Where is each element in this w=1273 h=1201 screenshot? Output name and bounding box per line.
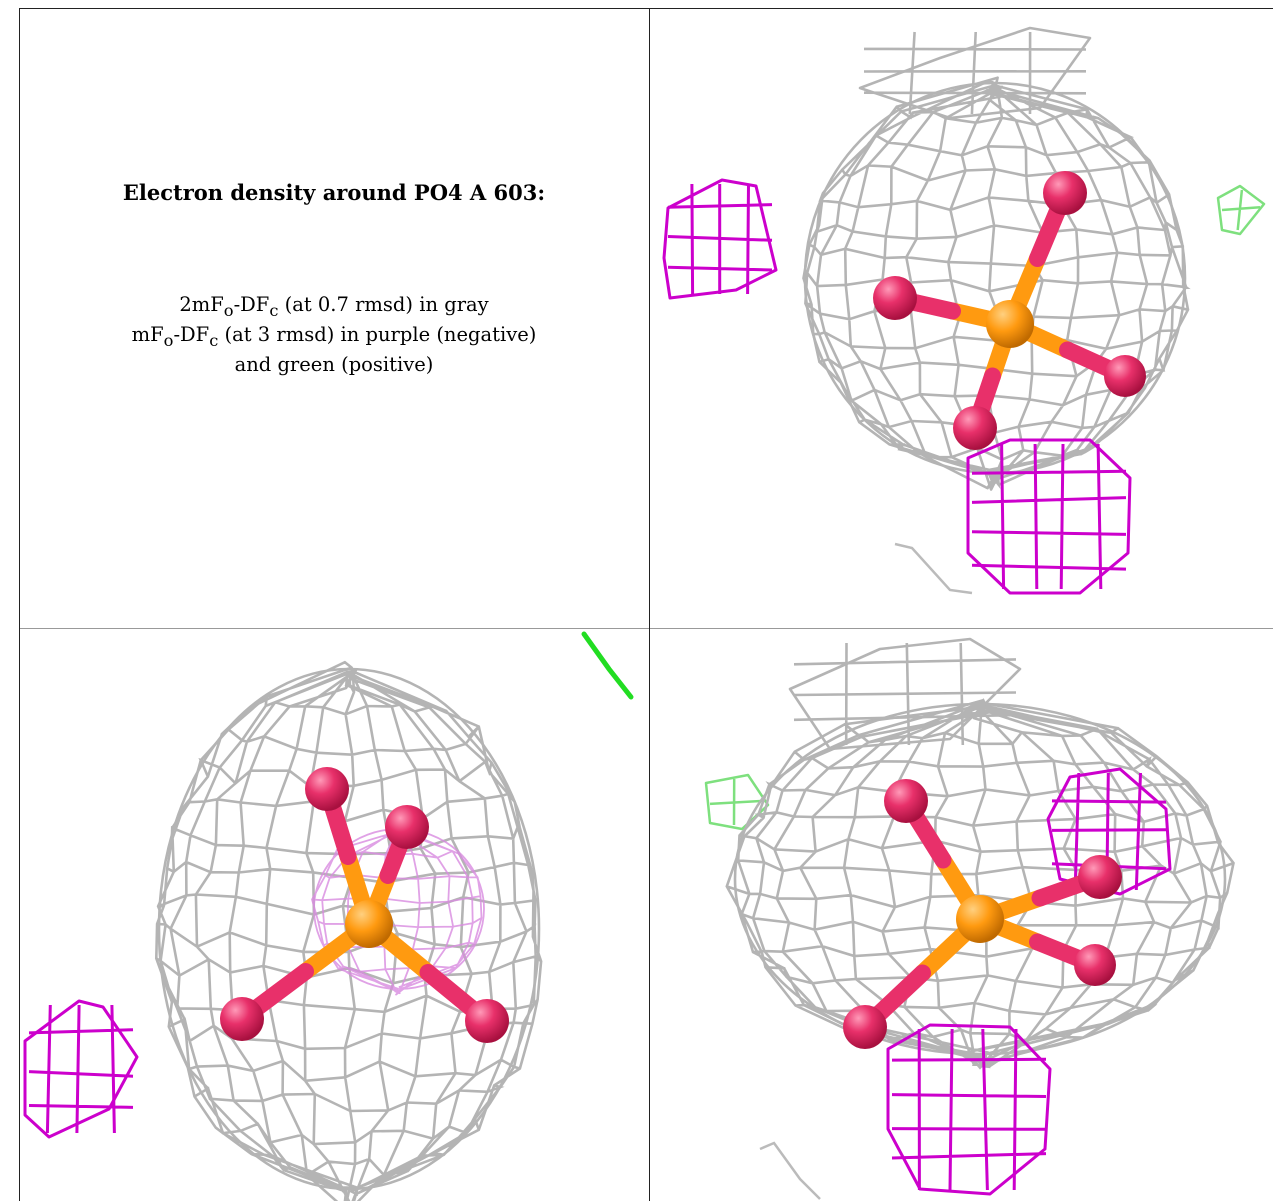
oxygen-atom (385, 805, 429, 849)
negative-density-mesh (662, 178, 778, 300)
oxygen-atom (884, 779, 928, 823)
phosphorus-atom (956, 895, 1004, 943)
phosphorus-atom (986, 300, 1034, 348)
negative-density-mesh (23, 999, 139, 1139)
negative-density-mesh (966, 438, 1132, 595)
border-center (649, 8, 650, 1201)
positive-density-mesh (1216, 184, 1266, 236)
density-view-3 (650, 629, 1273, 1201)
density-view-1 (650, 8, 1273, 628)
oxygen-atom (1043, 171, 1087, 215)
caption-panel: Electron density around PO4 A 603: 2mFo-… (19, 8, 649, 628)
legend-line-positive: and green (positive) (234, 352, 434, 376)
2fofc-density-mesh (725, 698, 1235, 1070)
oxygen-atom (1078, 855, 1122, 899)
border-left (19, 8, 20, 1201)
oxygen-atom (305, 767, 349, 811)
legend-line-2fofc: 2mFo-DFc (at 0.7 rmsd) in gray (179, 293, 489, 320)
legend-text: 2mFo-DFc (at 0.7 rmsd) in gray mFo-DFc (… (19, 292, 649, 378)
border-top (19, 8, 1273, 9)
border-middle (19, 628, 1273, 629)
legend-line-fofc: mFo-DFc (at 3 rmsd) in purple (negative) (131, 322, 537, 350)
2fofc-density-mesh (154, 660, 543, 1201)
small-density-fragment (894, 542, 973, 595)
small-density-fragment (759, 1141, 821, 1200)
density-view-2 (19, 629, 649, 1201)
oxygen-atom (843, 1005, 887, 1049)
oxygen-atom (220, 997, 264, 1041)
oxygen-atom (465, 999, 509, 1043)
negative-density-mesh (886, 1023, 1052, 1196)
po4-molecule (873, 171, 1146, 450)
oxygen-atom (873, 276, 917, 320)
oxygen-atom (1074, 944, 1116, 986)
density-render-3 (704, 637, 1235, 1200)
po4-molecule (843, 779, 1122, 1049)
density-render-2 (23, 631, 634, 1201)
oxygen-atom (953, 406, 997, 450)
density-render-1 (662, 26, 1266, 595)
phosphorus-atom (345, 900, 393, 948)
2fofc-density-mesh-top (788, 637, 1022, 751)
oxygen-atom (1104, 355, 1146, 397)
po4-molecule (220, 767, 509, 1043)
positive-density-fragment (581, 631, 634, 700)
figure-title: Electron density around PO4 A 603: (122, 180, 546, 205)
2fofc-density-mesh-top (858, 26, 1092, 120)
